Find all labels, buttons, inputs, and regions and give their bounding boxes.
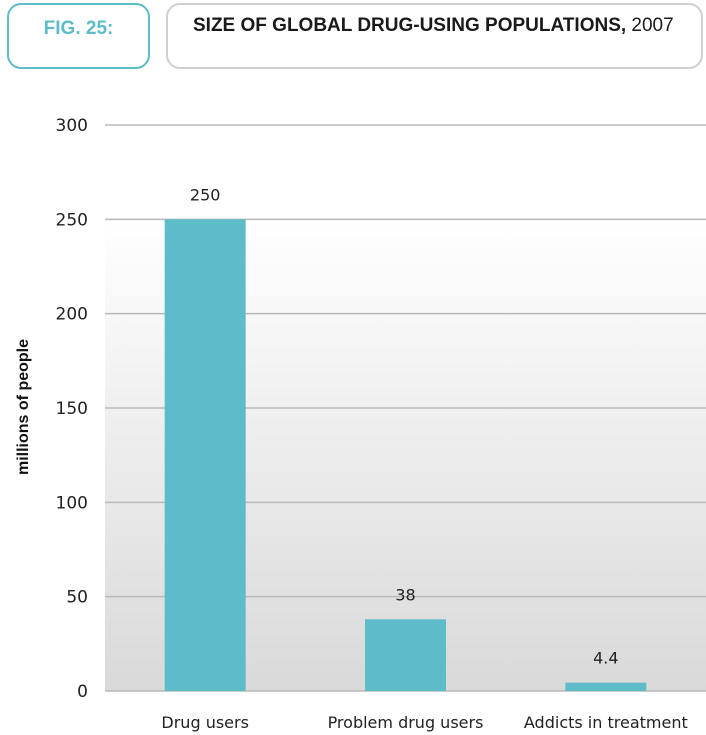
chart-title: SIZE OF GLOBAL DRUG-USING POPULATIONS, 2… [166, 3, 703, 69]
figure-number-box: FIG. 25: [7, 3, 150, 69]
y-tick-label: 150 [56, 399, 88, 419]
y-tick-label: 0 [77, 682, 88, 702]
category-label: Problem drug users [328, 713, 484, 732]
y-tick-label: 100 [56, 493, 88, 513]
chart-title-bold: SIZE OF GLOBAL DRUG-USING POPULATIONS, [193, 15, 627, 36]
y-tick-label: 50 [66, 588, 88, 608]
data-label: 38 [395, 585, 415, 604]
y-axis-label: millions of people [15, 339, 32, 475]
chart-title-year: 2007 [626, 15, 674, 36]
bar [565, 682, 647, 691]
bar [164, 219, 246, 692]
data-label: 250 [190, 185, 221, 204]
y-tick-label: 200 [56, 305, 88, 325]
bar [365, 619, 446, 691]
data-label: 4.4 [593, 649, 618, 668]
figure-number: FIG. 25: [43, 18, 114, 39]
category-label: Addicts in treatment [524, 713, 688, 732]
y-tick-label: 250 [56, 210, 88, 230]
y-tick-label: 300 [56, 116, 88, 136]
category-label: Drug users [161, 713, 249, 732]
